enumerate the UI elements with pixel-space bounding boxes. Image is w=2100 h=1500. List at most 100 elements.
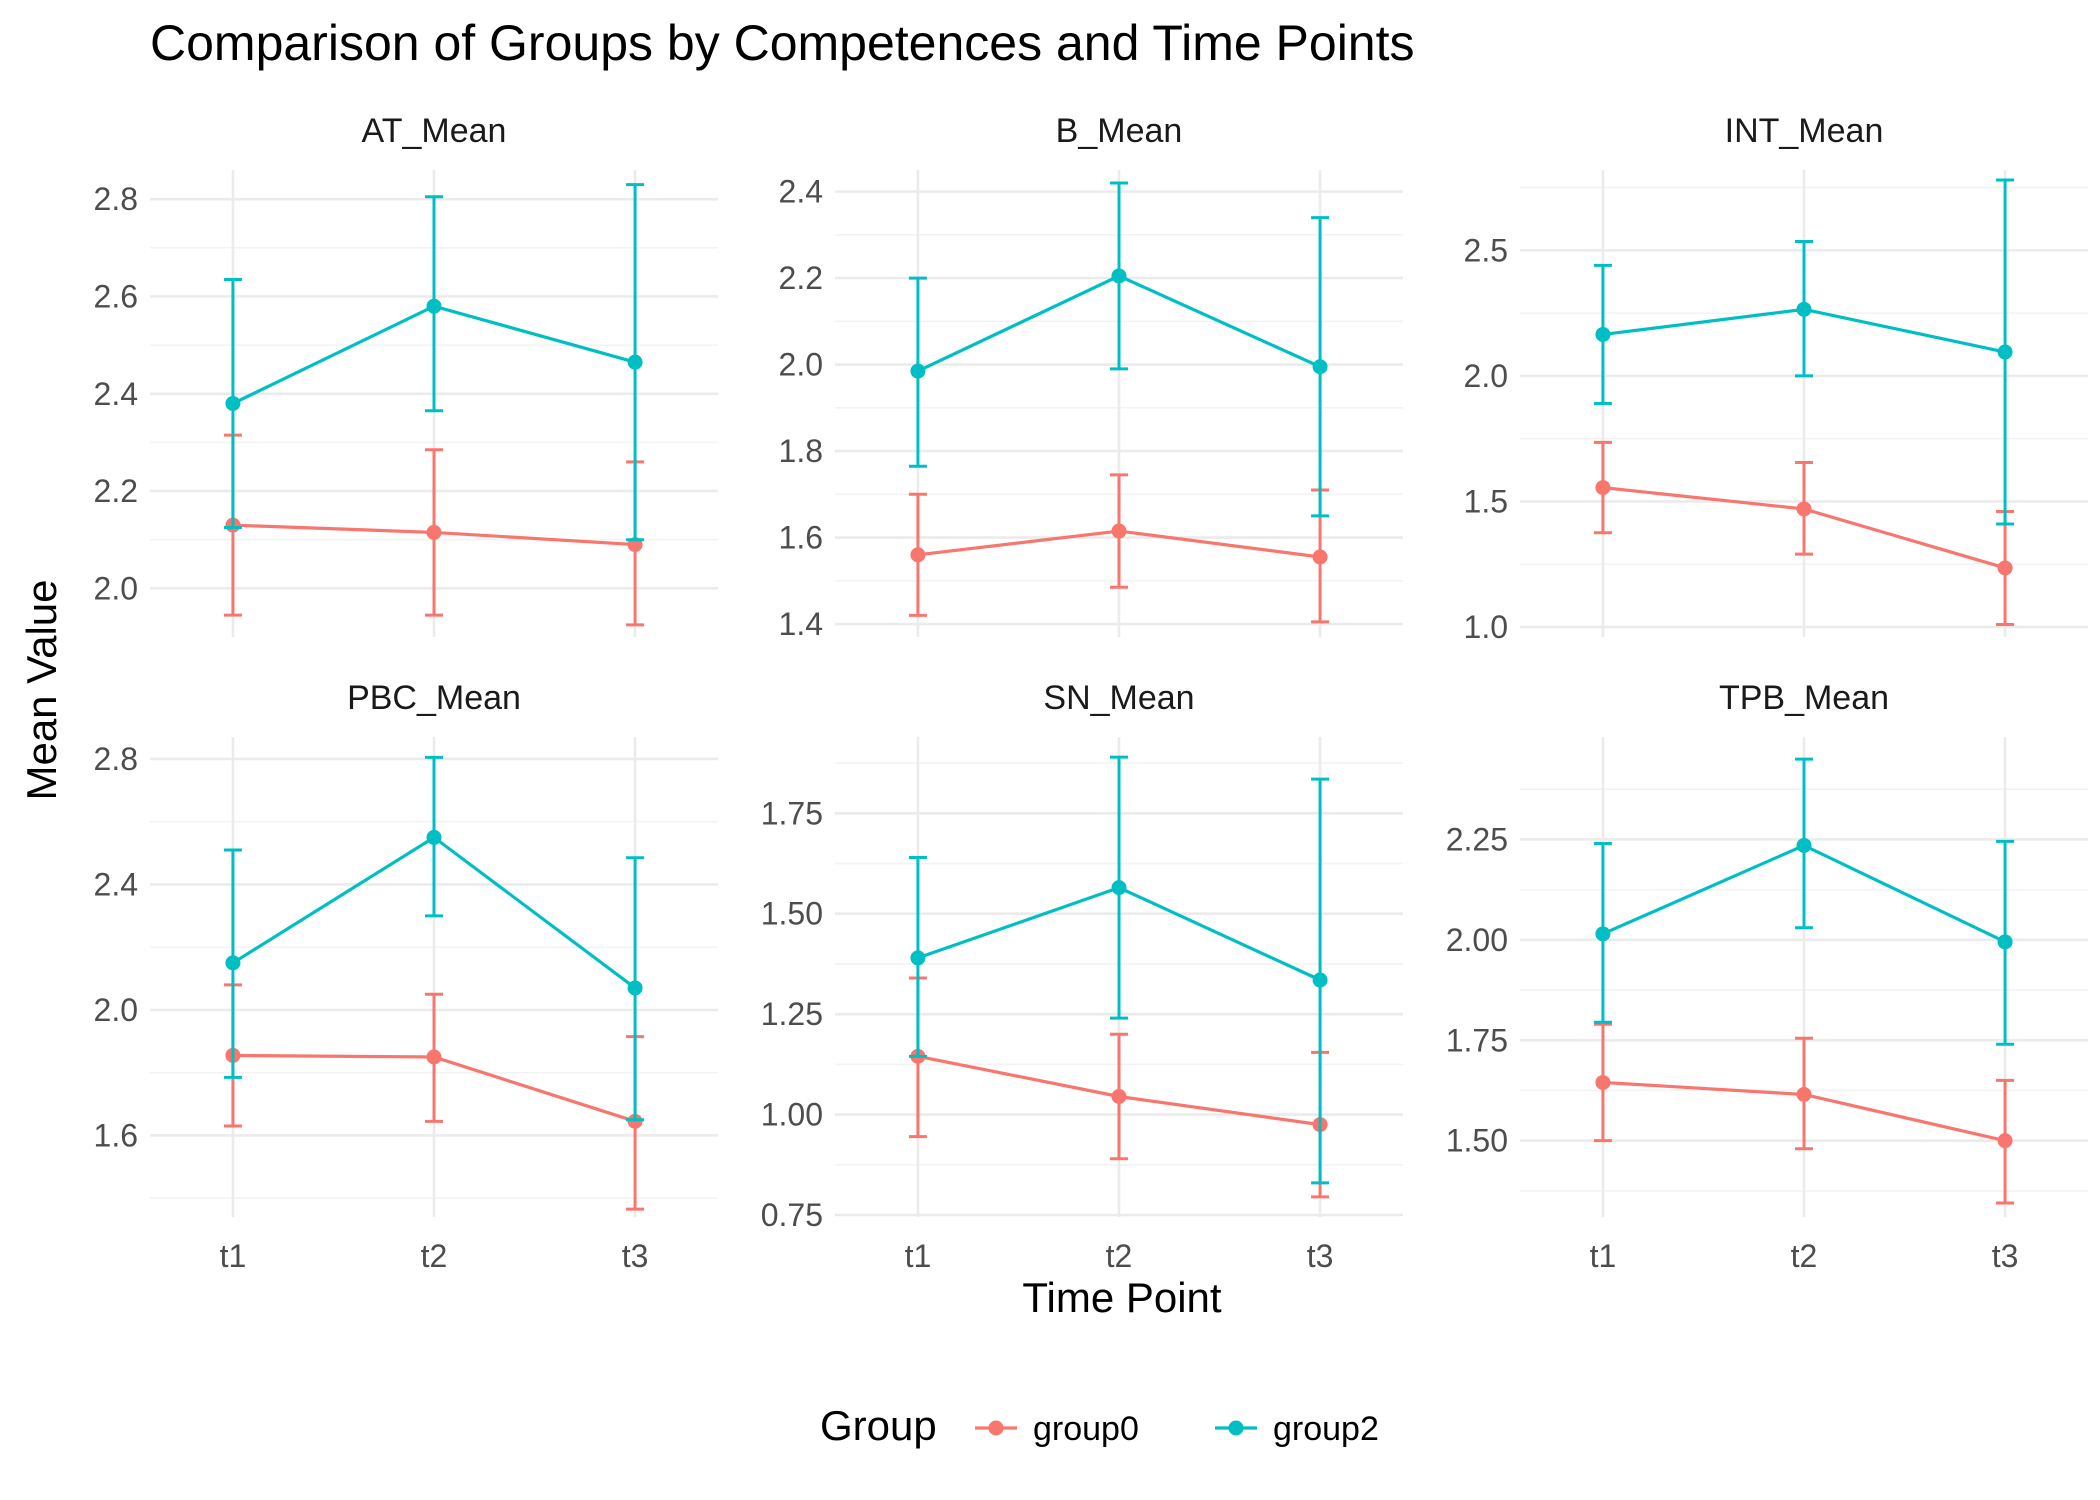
y-tick-label: 2.2 bbox=[779, 260, 823, 296]
y-tick-label: 1.6 bbox=[94, 1117, 138, 1153]
series-group2 bbox=[1593, 178, 2015, 526]
data-point bbox=[1312, 549, 1328, 565]
y-tick-label: 1.75 bbox=[1446, 1022, 1508, 1058]
data-point bbox=[1111, 523, 1127, 539]
data-point bbox=[1595, 326, 1611, 342]
data-point bbox=[627, 980, 643, 996]
y-tick-label: 2.25 bbox=[1446, 821, 1508, 857]
data-point bbox=[1796, 1086, 1812, 1102]
facet-title: TPB_Mean bbox=[1719, 679, 1889, 717]
x-tick-label: t3 bbox=[622, 1238, 649, 1274]
data-point bbox=[910, 547, 926, 563]
facet-panel-b-mean: 1.4 1.6 1.8 2.0 2.2 2.4 B_Mean bbox=[779, 112, 1403, 642]
legend-item-group2: group2 bbox=[1215, 1410, 1379, 1448]
legend-key-point bbox=[1228, 1420, 1244, 1436]
facet-panel-tpb-mean: 1.50 1.75 2.00 2.25 TPB_Mean t1 t2 t3 bbox=[1446, 679, 2088, 1274]
data-point bbox=[627, 354, 643, 370]
facet-panel-pbc-mean: 1.6 2.0 2.4 2.8 PBC_Mean t1 t2 t3 bbox=[94, 679, 718, 1274]
y-tick-label: 2.0 bbox=[1464, 358, 1508, 394]
data-point bbox=[426, 829, 442, 845]
x-tick-label: t1 bbox=[905, 1238, 932, 1274]
y-tick-label: 2.00 bbox=[1446, 922, 1508, 958]
x-tick-label: t2 bbox=[1791, 1238, 1818, 1274]
y-tick-label: 1.25 bbox=[761, 996, 823, 1032]
data-point bbox=[1595, 1074, 1611, 1090]
data-point bbox=[225, 396, 241, 411]
x-tick-label: t3 bbox=[1992, 1238, 2019, 1274]
data-point bbox=[1595, 926, 1611, 942]
y-tick-label: 2.4 bbox=[94, 376, 138, 412]
facet-title: INT_Mean bbox=[1725, 112, 1884, 150]
data-point bbox=[910, 950, 926, 966]
y-tick-label: 1.8 bbox=[779, 433, 823, 469]
data-point bbox=[1997, 344, 2013, 360]
x-axis-title: Time Point bbox=[1022, 1274, 1222, 1321]
y-tick-label: 1.4 bbox=[779, 606, 823, 642]
legend-title: Group bbox=[820, 1402, 937, 1449]
y-tick-label: 2.2 bbox=[94, 473, 138, 509]
y-tick-label: 0.75 bbox=[761, 1197, 823, 1233]
facet-panel-sn-mean: 0.75 1.00 1.25 1.50 1.75 SN_Mean t1 t2 t3 bbox=[761, 679, 1403, 1274]
facet-title: PBC_Mean bbox=[347, 679, 521, 717]
y-tick-label: 1.50 bbox=[1446, 1123, 1508, 1159]
y-tick-label: 2.0 bbox=[94, 570, 138, 606]
series-group2 bbox=[908, 181, 1330, 518]
data-point bbox=[426, 1049, 442, 1065]
data-point bbox=[1796, 301, 1812, 317]
legend-item-group0: group0 bbox=[975, 1410, 1139, 1448]
x-tick-label: t2 bbox=[1106, 1238, 1133, 1274]
y-tick-label: 1.0 bbox=[1464, 609, 1508, 645]
facet-panels: 2.0 2.2 2.4 2.6 2.8 AT_Mean 1.4 1.6 1.8 2.0 2.2 2.4… bbox=[94, 112, 2088, 1274]
facet-title: B_Mean bbox=[1056, 112, 1183, 150]
series-group0 bbox=[223, 983, 645, 1211]
data-point bbox=[225, 955, 241, 971]
data-point bbox=[1111, 880, 1127, 896]
series-group0 bbox=[1593, 1022, 2015, 1205]
data-point bbox=[1997, 560, 2013, 576]
data-point bbox=[627, 1113, 643, 1129]
data-point bbox=[1595, 480, 1611, 496]
series-group2 bbox=[1593, 757, 2015, 1046]
facet-panel-int-mean: 1.0 1.5 2.0 2.5 INT_Mean bbox=[1464, 112, 2088, 645]
data-point bbox=[426, 298, 442, 314]
x-tick-label: t3 bbox=[1307, 1238, 1334, 1274]
series-group0 bbox=[1593, 440, 2015, 626]
legend-label: group0 bbox=[1033, 1410, 1139, 1448]
y-tick-label: 2.8 bbox=[94, 181, 138, 217]
data-point bbox=[1312, 972, 1328, 988]
y-tick-label: 1.00 bbox=[761, 1097, 823, 1133]
x-tick-label: t1 bbox=[220, 1238, 247, 1274]
data-point bbox=[910, 363, 926, 379]
facet-title: SN_Mean bbox=[1043, 679, 1194, 717]
y-tick-label: 2.6 bbox=[94, 278, 138, 314]
data-point bbox=[1997, 934, 2013, 950]
y-tick-label: 1.6 bbox=[779, 520, 823, 556]
y-tick-label: 1.75 bbox=[761, 795, 823, 831]
y-tick-label: 1.5 bbox=[1464, 483, 1508, 519]
legend-key-point bbox=[988, 1420, 1004, 1436]
legend: Group group0 group2 bbox=[820, 1402, 1379, 1449]
data-point bbox=[1997, 1133, 2013, 1149]
series-group2 bbox=[908, 755, 1330, 1185]
y-tick-label: 2.0 bbox=[94, 992, 138, 1028]
data-point bbox=[1796, 837, 1812, 853]
data-point bbox=[1111, 1088, 1127, 1104]
y-tick-label: 2.4 bbox=[779, 174, 823, 210]
y-tick-label: 2.8 bbox=[94, 741, 138, 777]
y-tick-label: 2.4 bbox=[94, 866, 138, 902]
x-tick-label: t2 bbox=[421, 1238, 448, 1274]
y-tick-label: 2.0 bbox=[779, 347, 823, 383]
legend-label: group2 bbox=[1273, 1410, 1379, 1448]
data-point bbox=[1796, 501, 1812, 517]
series-group2 bbox=[223, 183, 645, 542]
y-tick-label: 1.50 bbox=[761, 896, 823, 932]
facet-panel-at-mean: 2.0 2.2 2.4 2.6 2.8 AT_Mean bbox=[94, 112, 718, 637]
chart-title: Comparison of Groups by Competences and … bbox=[150, 15, 1415, 71]
y-tick-label: 2.5 bbox=[1464, 232, 1508, 268]
series-group0 bbox=[223, 433, 645, 627]
data-point bbox=[1312, 359, 1328, 375]
y-axis-title: Mean Value bbox=[18, 579, 65, 800]
facet-title: AT_Mean bbox=[362, 112, 507, 150]
legend-items: group0 group2 bbox=[975, 1410, 1379, 1448]
